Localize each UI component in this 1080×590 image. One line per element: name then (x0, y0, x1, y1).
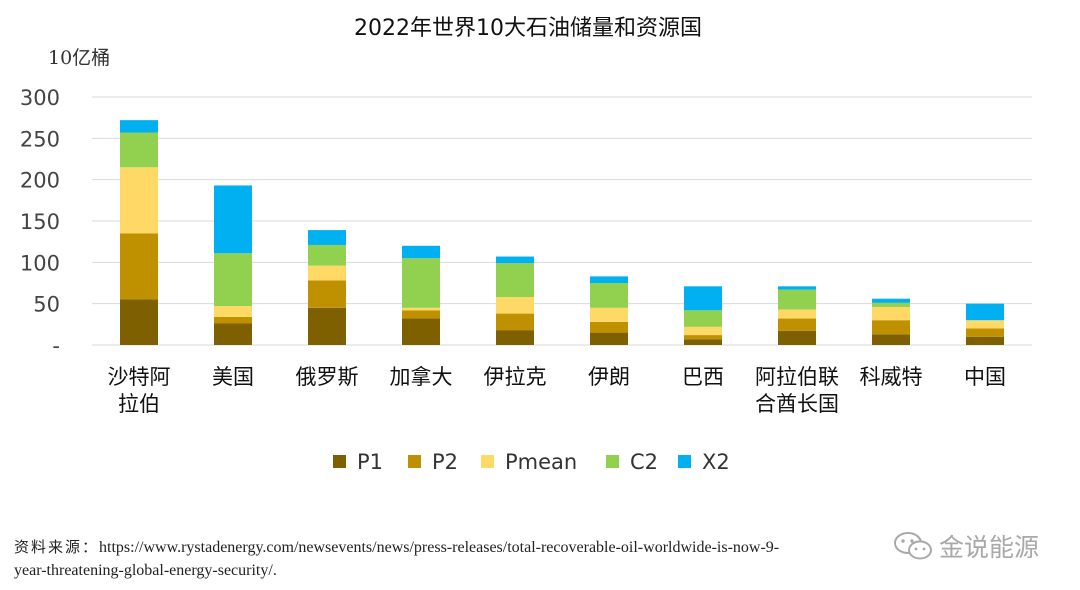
bar-segment-p2 (778, 318, 816, 331)
bar-segment-x2 (684, 286, 722, 311)
bar-segment-x2 (778, 286, 816, 290)
wechat-icon (894, 532, 932, 560)
legend-swatch-x2 (678, 455, 691, 468)
y-tick-label: 300 (20, 86, 60, 110)
bar-segment-p2 (308, 280, 346, 308)
bar-segment-pmean (966, 320, 1004, 329)
bar-segment-pmean (120, 167, 158, 234)
bar-segment-x2 (308, 230, 346, 245)
watermark: 金说能源 (893, 528, 1039, 564)
x-category-label: 巴西 (682, 365, 724, 389)
bar-segment-x2 (496, 256, 534, 264)
bar-segment-c2 (778, 289, 816, 310)
bar-segment-p1 (778, 330, 816, 345)
source-url-line2[interactable]: year-threatening-global-energy-security/… (14, 562, 277, 579)
bar-segment-pmean (778, 309, 816, 319)
bar-segment-p2 (966, 328, 1004, 337)
x-category-label: 伊朗 (588, 365, 630, 389)
y-tick-label: 100 (20, 251, 60, 275)
x-category-label: 加拿大 (390, 365, 453, 389)
x-category-label: 美国 (212, 365, 254, 389)
x-category-label: 合酋长国 (755, 392, 839, 416)
bar-segment-pmean (402, 307, 440, 311)
bar-segment-p2 (872, 320, 910, 335)
legend-label-c2: C2 (630, 450, 658, 474)
x-category-label: 俄罗斯 (296, 365, 359, 389)
x-category-label: 科威特 (860, 365, 923, 389)
bar-segment-p1 (872, 334, 910, 345)
bar-segment-x2 (120, 120, 158, 133)
bar-segment-p1 (308, 307, 346, 345)
y-axis-unit-label: 10亿桶 (48, 47, 110, 69)
y-tick-label: 150 (20, 210, 60, 234)
bar-segment-pmean (872, 306, 910, 321)
bar-segment-p2 (402, 310, 440, 319)
bar-segment-x2 (402, 245, 440, 259)
bar-segment-x2 (872, 298, 910, 303)
legend-label-pmean: Pmean (505, 450, 577, 474)
source-label: 资料来源： (14, 538, 100, 556)
legend-swatch-pmean (481, 455, 494, 468)
source-note: 资料来源：https://www.rystadenergy.com/newsev… (14, 536, 1064, 582)
y-tick-label: - (52, 334, 60, 358)
stacked-bar-chart: 2022年世界10大石油储量和资源国 10亿桶 - 50 100 150 200 250 3… (20, 16, 1032, 474)
watermark-text: 金说能源 (939, 533, 1040, 562)
x-category-label: 沙特阿 (108, 365, 171, 389)
bar-segment-p1 (496, 330, 534, 345)
chart-title: 2022年世界10大石油储量和资源国 (354, 16, 702, 41)
legend-label-p1: P1 (357, 450, 383, 474)
bar-segment-x2 (966, 303, 1004, 321)
y-tick-label: 50 (33, 293, 60, 317)
bar-segment-p2 (214, 316, 252, 324)
y-tick-label: 250 (20, 127, 60, 151)
bar-segment-pmean (684, 326, 722, 336)
x-category-label: 阿拉伯联 (755, 365, 839, 389)
bar-segment-p2 (684, 335, 722, 340)
y-tick-label: 200 (20, 169, 60, 193)
bar-segment-pmean (496, 297, 534, 314)
bar-segment-p1 (402, 318, 440, 345)
bar-segment-pmean (308, 265, 346, 281)
bars (120, 120, 1004, 345)
bar-segment-p2 (590, 321, 628, 333)
bar-segment-p1 (684, 339, 722, 345)
legend-label-x2: X2 (702, 450, 730, 474)
legend-swatch-c2 (606, 455, 619, 468)
bar-segment-c2 (308, 244, 346, 266)
source-url-line1[interactable]: https://www.rystadenergy.com/newsevents/… (99, 539, 780, 556)
legend: P1 P2 Pmean C2 X2 (333, 450, 730, 474)
bar-segment-pmean (590, 307, 628, 322)
bar-segment-c2 (120, 132, 158, 168)
bar-segment-p1 (120, 299, 158, 345)
x-category-label: 中国 (964, 365, 1006, 389)
x-category-label: 拉伯 (118, 392, 160, 416)
bar-segment-p1 (214, 323, 252, 345)
bar-segment-c2 (402, 258, 440, 308)
bar-segment-x2 (590, 276, 628, 283)
x-category-label: 伊拉克 (484, 365, 547, 389)
bar-segment-c2 (496, 263, 534, 298)
legend-swatch-p2 (408, 455, 421, 468)
bar-segment-c2 (684, 310, 722, 327)
legend-label-p2: P2 (432, 450, 458, 474)
legend-swatch-p1 (333, 455, 346, 468)
bar-segment-c2 (590, 283, 628, 308)
bar-segment-pmean (214, 306, 252, 317)
bar-segment-p1 (966, 336, 1004, 345)
bar-segment-c2 (214, 253, 252, 307)
bar-segment-c2 (872, 302, 910, 307)
bar-segment-p2 (496, 313, 534, 331)
bar-segment-p1 (590, 332, 628, 345)
y-axis-ticks: - 50 100 150 200 250 300 (20, 86, 60, 358)
bar-segment-p2 (120, 233, 158, 300)
bar-segment-x2 (214, 185, 252, 254)
